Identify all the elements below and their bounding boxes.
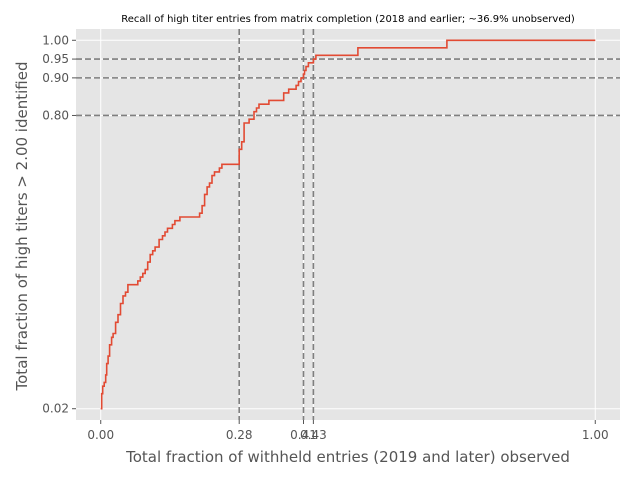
y-ticks: 0.02 0.80 0.90 0.95 1.00 — [42, 33, 76, 416]
x-axis-label: Total fraction of withheld entries (2019… — [125, 448, 570, 466]
reference-lines — [76, 29, 620, 420]
y-axis-label: Total fraction of high titers > 2.00 ide… — [13, 62, 31, 392]
x-ticks: 0.00 0.28 0.410.43 1.00 — [87, 420, 609, 442]
x-tick-label-3: 0.43 — [300, 428, 327, 442]
x-tick-label-2: 0.41 — [290, 428, 317, 442]
x-tick-label-4: 1.00 — [582, 428, 609, 442]
y-tick-label-2: 0.90 — [42, 71, 69, 85]
y-tick-label-3: 0.95 — [42, 52, 69, 66]
x-tick-label-0: 0.00 — [87, 428, 114, 442]
y-tick-label-4: 1.00 — [42, 33, 69, 47]
series-line-recall — [100, 39, 596, 410]
chart-title: Recall of high titer entries from matrix… — [121, 14, 575, 25]
y-tick-label-1: 0.80 — [42, 108, 69, 122]
x-tick-label-1: 0.28 — [226, 428, 253, 442]
plot-area — [76, 29, 620, 420]
y-tick-label-0: 0.02 — [42, 402, 69, 416]
